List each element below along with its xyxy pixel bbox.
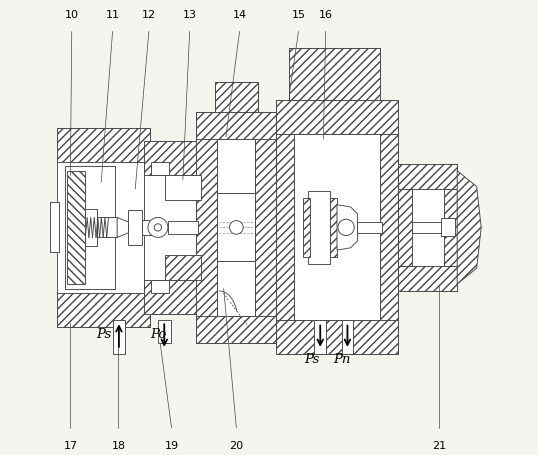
Bar (86, 209, 97, 246)
Bar (215, 82, 258, 112)
Bar (57, 293, 150, 327)
Text: Ps: Ps (305, 354, 320, 366)
Text: 12: 12 (142, 10, 156, 20)
Circle shape (154, 224, 161, 231)
Bar (380, 135, 398, 320)
Polygon shape (337, 205, 357, 250)
Bar (398, 164, 457, 291)
Bar (217, 193, 256, 262)
Circle shape (230, 221, 243, 234)
Bar (342, 320, 353, 354)
Bar (65, 166, 115, 288)
Bar (217, 262, 256, 316)
Text: 17: 17 (63, 441, 77, 451)
Bar (256, 112, 276, 343)
Text: Pn: Pn (334, 354, 351, 366)
Bar (215, 82, 258, 112)
Bar (67, 171, 86, 284)
Circle shape (148, 217, 168, 238)
Bar (289, 48, 380, 101)
Text: 20: 20 (229, 441, 243, 451)
Bar (217, 139, 256, 193)
Bar (412, 222, 443, 233)
Bar (308, 191, 330, 264)
Bar (151, 162, 169, 175)
Bar (168, 221, 198, 234)
Text: 21: 21 (432, 441, 446, 451)
Polygon shape (117, 217, 129, 238)
Polygon shape (457, 171, 481, 284)
Bar (196, 112, 276, 343)
Text: 10: 10 (65, 10, 79, 20)
Bar (330, 198, 337, 257)
Text: 13: 13 (183, 10, 197, 20)
Bar (57, 128, 150, 162)
Bar (276, 135, 294, 320)
Bar (97, 217, 117, 238)
Text: 18: 18 (111, 441, 125, 451)
Bar (443, 189, 457, 266)
Bar (398, 164, 457, 189)
Bar (196, 316, 276, 343)
Bar (196, 112, 276, 139)
Bar (294, 135, 380, 320)
Bar (398, 266, 457, 291)
Bar (398, 189, 412, 266)
Text: 11: 11 (105, 10, 119, 20)
Bar (165, 175, 201, 200)
Text: Ps: Ps (96, 329, 111, 342)
Bar (51, 202, 59, 253)
Bar (144, 141, 199, 313)
Bar (151, 279, 169, 293)
Bar (165, 255, 201, 279)
Bar (357, 222, 383, 233)
Bar (57, 128, 150, 327)
Text: 15: 15 (292, 10, 306, 20)
Bar (276, 320, 398, 354)
Bar (158, 320, 171, 343)
Bar (144, 141, 199, 175)
Text: 14: 14 (232, 10, 246, 20)
Text: 16: 16 (318, 10, 332, 20)
Text: Po: Po (150, 329, 167, 342)
Bar (196, 112, 217, 343)
Bar (144, 279, 199, 313)
Bar (441, 218, 455, 237)
Text: 19: 19 (165, 441, 179, 451)
Bar (314, 320, 325, 354)
Circle shape (338, 219, 354, 236)
Bar (276, 101, 398, 135)
Bar (289, 48, 380, 101)
Bar (129, 210, 142, 245)
Bar (276, 101, 398, 354)
Bar (303, 198, 310, 257)
Bar (112, 320, 125, 354)
Bar (142, 220, 151, 235)
